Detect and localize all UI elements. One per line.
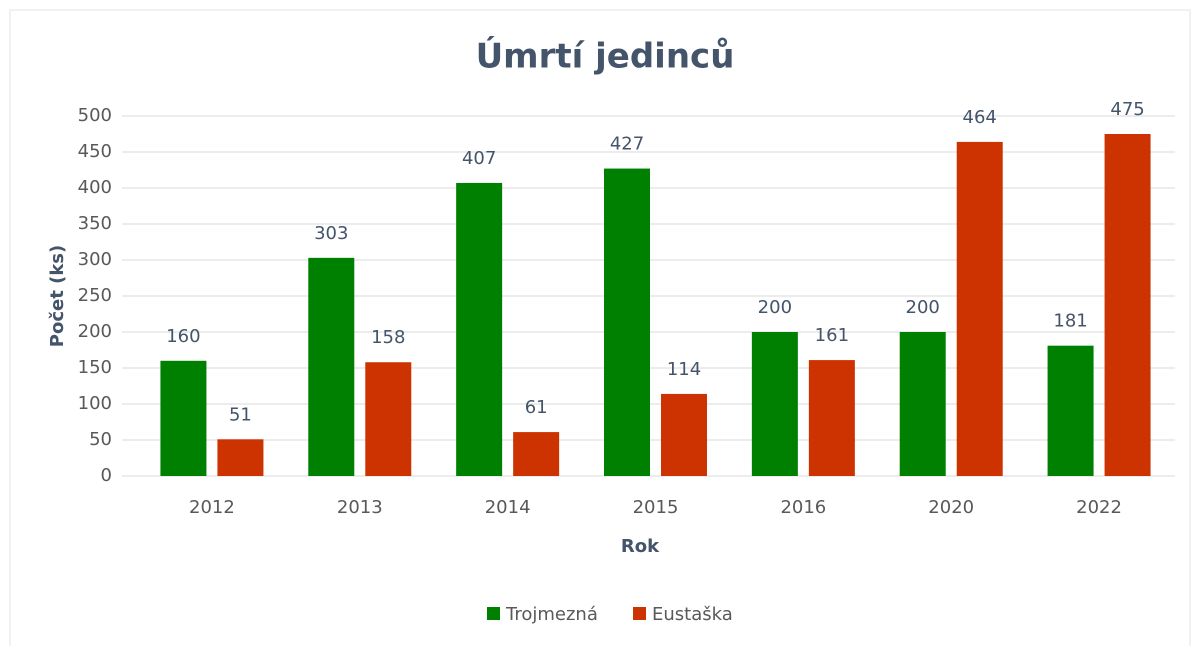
data-label: 407: [462, 148, 496, 169]
bar: [1047, 345, 1094, 476]
y-tick-label: 150: [78, 357, 112, 378]
y-tick-label: 450: [78, 141, 112, 162]
y-tick-label: 0: [101, 465, 112, 486]
data-label: 464: [963, 107, 997, 128]
data-label: 160: [166, 326, 200, 347]
y-tick-label: 500: [78, 105, 112, 126]
x-axis-title: Rok: [621, 536, 660, 557]
x-tick-label: 2014: [485, 497, 531, 518]
chart-title: Úmrtí jedinců: [476, 36, 735, 77]
y-tick-label: 200: [78, 321, 112, 342]
data-label: 303: [314, 223, 348, 244]
x-tick-label: 2020: [928, 497, 974, 518]
data-label: 61: [525, 397, 548, 418]
data-label: 475: [1110, 99, 1144, 120]
bar: [160, 360, 207, 476]
legend-label: Eustaška: [652, 604, 733, 625]
data-label: 158: [371, 327, 405, 348]
bar: [513, 432, 560, 476]
chart-frame: [9, 9, 1191, 646]
y-tick-label: 50: [89, 429, 112, 450]
y-tick-label: 400: [78, 177, 112, 198]
bar: [956, 141, 1003, 477]
y-tick-label: 100: [78, 393, 112, 414]
x-tick-label: 2022: [1076, 497, 1122, 518]
data-label: 427: [610, 134, 644, 155]
bar: [1104, 134, 1151, 476]
data-label: 181: [1053, 311, 1087, 332]
bar: [308, 257, 355, 476]
x-tick-label: 2012: [189, 497, 235, 518]
bar: [661, 393, 707, 476]
data-label: 51: [229, 404, 252, 425]
x-tick-label: 2013: [337, 497, 383, 518]
bar: [217, 439, 264, 476]
bar: [604, 168, 650, 476]
bar: [899, 332, 946, 476]
data-label: 200: [758, 297, 792, 318]
data-label: 114: [667, 359, 701, 380]
x-tick-label: 2016: [780, 497, 826, 518]
legend-swatch: [487, 607, 500, 620]
bar: [456, 182, 503, 476]
x-tick-label: 2015: [633, 497, 679, 518]
y-tick-label: 300: [78, 249, 112, 270]
legend-swatch: [633, 607, 646, 620]
data-label: 161: [815, 325, 849, 346]
bar: [808, 360, 855, 476]
bar: [365, 362, 412, 476]
y-axis-title: Počet (ks): [47, 245, 68, 347]
y-tick-label: 350: [78, 213, 112, 234]
legend-label: Trojmezná: [505, 604, 598, 625]
y-tick-label: 250: [78, 285, 112, 306]
bar: [751, 332, 798, 476]
data-label: 200: [906, 297, 940, 318]
